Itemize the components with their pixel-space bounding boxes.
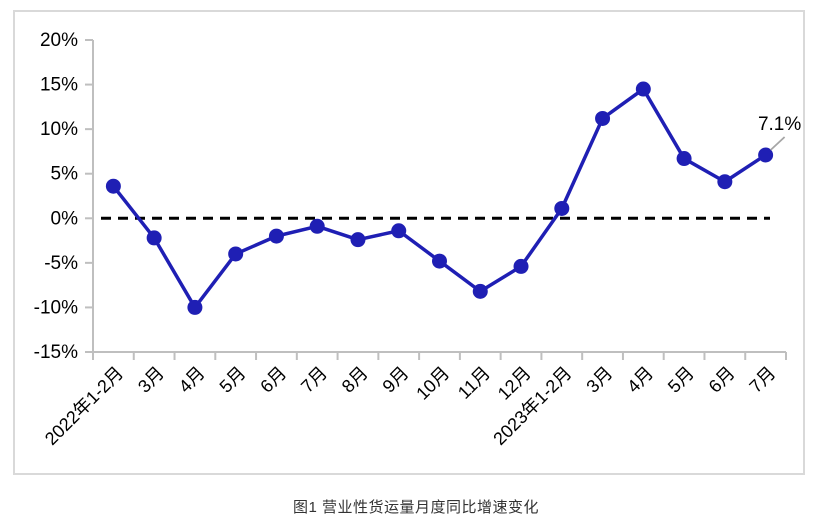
y-axis-tick-label: 10%: [40, 119, 78, 140]
data-point-marker: [432, 253, 447, 269]
data-point-marker: [187, 299, 203, 315]
x-axis-tick-label: 3月: [134, 363, 168, 397]
data-point-marker: [595, 110, 611, 126]
end-label-leader-line: [770, 136, 786, 151]
x-axis-tick-label: 3月: [582, 363, 616, 397]
x-axis-tick-label: 7月: [745, 363, 779, 397]
line-chart-svg: 20%15%10%5%0%-5%-10%-15%2022年1-2月 3月 4月 5月 6…: [34, 30, 802, 449]
x-axis-tick-label: 6月: [705, 363, 739, 397]
data-point-marker: [268, 228, 284, 244]
figure-caption: 图1 营业性货运量月度同比增速变化: [292, 499, 539, 516]
x-axis-tick-label: 8月: [338, 363, 372, 397]
data-point-marker: [635, 81, 651, 97]
data-point-marker: [554, 200, 570, 216]
data-point-marker: [350, 232, 366, 248]
x-axis-tick-label: 2022年1-2月: [41, 363, 127, 449]
data-point-marker: [676, 151, 692, 167]
data-point-marker: [513, 258, 529, 274]
x-axis-tick-label: 7月: [297, 363, 331, 397]
data-point-marker: [146, 230, 162, 246]
y-axis-tick-label: -15%: [34, 342, 78, 363]
x-axis-tick-label: 9月: [379, 363, 413, 397]
y-axis-tick-label: -5%: [44, 253, 78, 274]
data-point-marker: [391, 223, 407, 239]
end-data-label: 7.1%: [758, 114, 801, 135]
x-axis-tick-label: 10月: [412, 363, 453, 404]
y-axis-tick-label: 15%: [40, 75, 78, 96]
y-axis-tick-label: -10%: [34, 297, 78, 318]
data-point-marker: [228, 246, 244, 262]
data-point-marker: [717, 174, 733, 190]
x-axis-tick-label: 4月: [623, 363, 657, 397]
data-point-marker: [105, 178, 121, 194]
y-axis-tick-label: 0%: [51, 208, 79, 229]
y-axis-tick-label: 5%: [51, 164, 79, 185]
x-axis-tick-label: 4月: [175, 363, 209, 397]
data-point-marker: [472, 283, 488, 299]
x-axis-tick-label: 6月: [256, 363, 290, 397]
y-axis-tick-label: 20%: [40, 30, 78, 51]
data-line: [111, 87, 768, 310]
x-axis-tick-label: 5月: [664, 363, 698, 397]
data-point-marker: [309, 218, 325, 234]
chart-frame: [13, 10, 805, 475]
data-point-marker: [758, 147, 774, 163]
x-axis-tick-label: 11月: [454, 363, 494, 403]
x-axis-tick-label: 5月: [216, 363, 250, 397]
